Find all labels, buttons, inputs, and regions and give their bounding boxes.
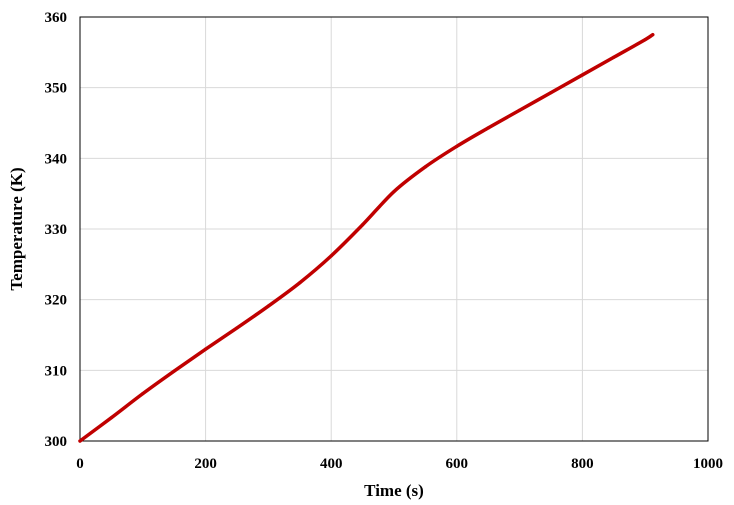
data-point xyxy=(235,326,239,330)
data-point xyxy=(141,392,145,396)
data-point xyxy=(643,38,647,42)
y-axis-ticks: 300 310 320 330 340 350 360 xyxy=(45,10,68,450)
y-tick-label: 350 xyxy=(45,81,68,97)
x-tick-label: 0 xyxy=(76,456,84,472)
y-tick-label: 330 xyxy=(45,222,68,238)
y-tick-label: 320 xyxy=(45,293,68,309)
data-point xyxy=(580,73,585,77)
data-point xyxy=(392,189,396,194)
y-axis-title: Temperature (K) xyxy=(7,167,26,290)
y-tick-label: 300 xyxy=(45,434,68,450)
x-tick-label: 600 xyxy=(446,456,469,472)
data-point xyxy=(361,223,365,227)
data-point xyxy=(486,126,490,130)
x-axis-ticks: 0 200 400 600 800 1000 xyxy=(76,456,723,472)
data-points xyxy=(78,33,655,443)
data-point xyxy=(78,439,82,443)
data-point xyxy=(549,91,553,95)
x-axis-title: Time (s) xyxy=(364,481,424,500)
data-point xyxy=(329,254,333,258)
x-tick-label: 1000 xyxy=(693,456,723,472)
series-line-temperature xyxy=(78,32,655,443)
x-tick-label: 800 xyxy=(571,456,594,472)
data-point xyxy=(651,33,655,37)
plot-frame xyxy=(79,16,709,442)
data-point xyxy=(109,416,113,420)
data-point xyxy=(455,144,459,148)
gridlines xyxy=(79,16,709,442)
data-point xyxy=(612,55,616,59)
x-tick-label: 200 xyxy=(194,456,217,472)
data-point xyxy=(204,347,208,351)
data-point xyxy=(172,369,176,373)
data-point xyxy=(518,108,522,112)
data-point xyxy=(266,304,270,308)
y-tick-label: 310 xyxy=(45,363,68,379)
y-tick-label: 340 xyxy=(45,151,68,167)
y-tick-label: 360 xyxy=(45,10,68,26)
x-tick-label: 400 xyxy=(320,456,343,472)
data-point xyxy=(423,165,427,169)
data-point xyxy=(298,281,302,285)
